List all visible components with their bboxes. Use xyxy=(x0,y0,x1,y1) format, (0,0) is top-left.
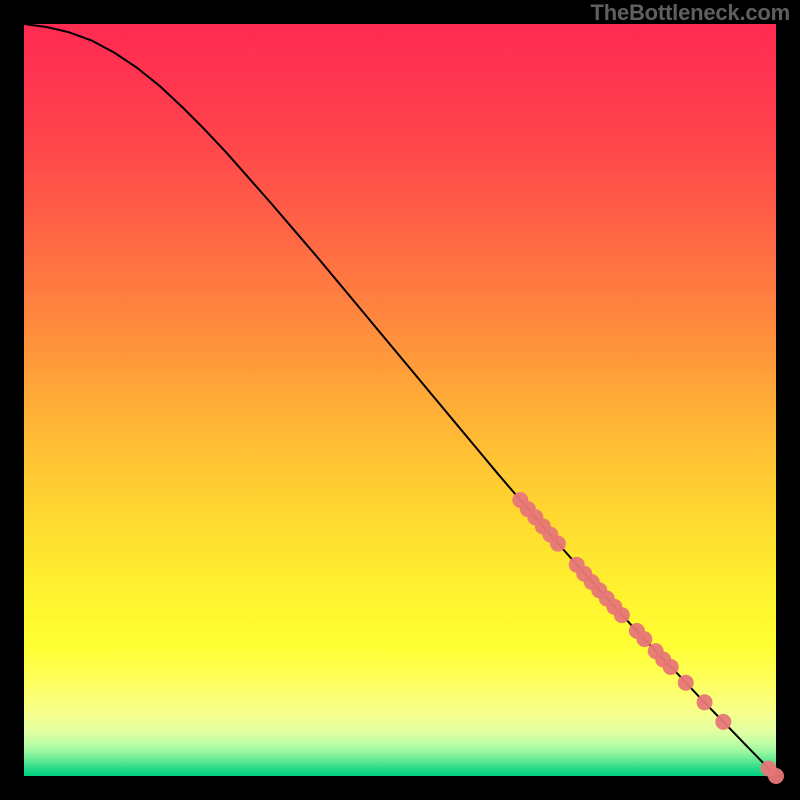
scatter-marker xyxy=(550,536,566,552)
scatter-marker xyxy=(697,694,713,710)
watermark-text: TheBottleneck.com xyxy=(590,0,790,26)
scatter-markers xyxy=(512,492,784,784)
scatter-marker xyxy=(768,768,784,784)
scatter-marker xyxy=(636,631,652,647)
scatter-marker xyxy=(715,714,731,730)
scatter-marker xyxy=(678,675,694,691)
scatter-marker xyxy=(614,607,630,623)
scatter-marker xyxy=(663,659,679,675)
chart-stage: TheBottleneck.com xyxy=(0,0,800,800)
chart-plot-area xyxy=(24,24,776,776)
